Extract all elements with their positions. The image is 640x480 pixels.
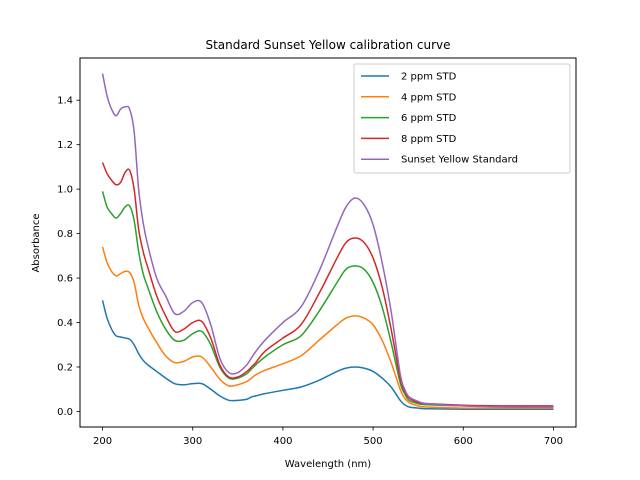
y-tick-label: 1.2	[57, 140, 73, 151]
x-tick-label: 500	[364, 436, 383, 447]
legend-label-4: 8 ppm STD	[401, 134, 457, 145]
x-tick-label: 200	[93, 436, 112, 447]
x-tick-label: 700	[544, 436, 563, 447]
y-axis-label: Absorbance	[31, 213, 42, 272]
y-tick-label: 1.0	[57, 185, 73, 196]
series-line-2	[101, 246, 554, 409]
y-tick-label: 0.2	[57, 362, 73, 373]
legend-label-3: 6 ppm STD	[401, 113, 457, 124]
series-line-3	[101, 191, 554, 408]
y-axis: 0.0 0.2 0.4 0.6 0.8 1.0 1.2 1.4	[57, 96, 80, 418]
series-line-5	[101, 73, 554, 408]
legend-label-1: 2 ppm STD	[401, 72, 457, 83]
chart-title: Standard Sunset Yellow calibration curve	[205, 38, 450, 52]
x-tick-label: 400	[273, 436, 292, 447]
y-tick-label: 0.4	[57, 318, 73, 329]
x-axis-label: Wavelength (nm)	[285, 459, 371, 470]
legend-label-2: 4 ppm STD	[401, 92, 457, 103]
y-tick-label: 1.4	[57, 96, 73, 107]
legend-label-5: Sunset Yellow Standard	[401, 155, 518, 166]
x-axis: 200 300 400 500 600 700	[93, 427, 563, 447]
legend: 2 ppm STD 4 ppm STD 6 ppm STD 8 ppm STD Suns…	[353, 63, 571, 174]
y-tick-label: 0.0	[57, 407, 73, 418]
series-line-1	[101, 300, 554, 411]
y-tick-label: 0.6	[57, 274, 73, 285]
legend-box	[353, 63, 571, 174]
x-tick-label: 600	[454, 436, 473, 447]
x-tick-label: 300	[183, 436, 202, 447]
series-line-4	[101, 162, 554, 407]
plot-frame	[79, 57, 577, 428]
series-lines	[101, 73, 554, 411]
y-tick-label: 0.8	[57, 229, 73, 240]
